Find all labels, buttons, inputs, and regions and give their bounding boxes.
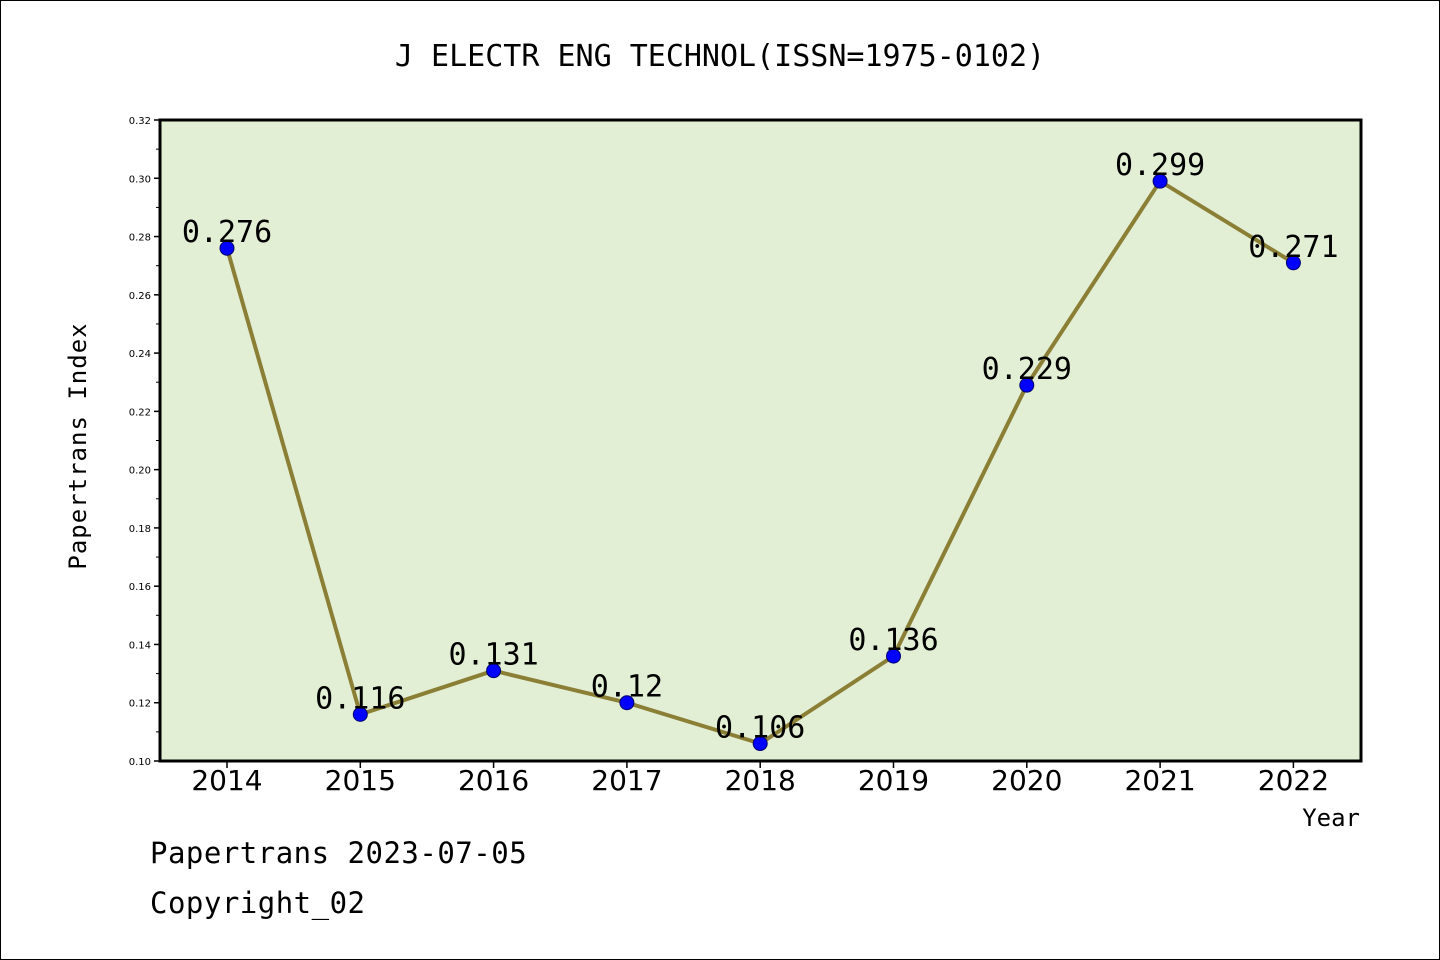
data-label: 0.131 bbox=[448, 638, 538, 673]
x-axis-label: Year bbox=[1302, 804, 1360, 832]
footer-copyright: Copyright_02 bbox=[150, 886, 366, 920]
data-label: 0.229 bbox=[982, 352, 1072, 387]
x-tick-label: 2015 bbox=[325, 764, 396, 797]
data-label: 0.276 bbox=[182, 215, 272, 250]
x-tick-label: 2017 bbox=[591, 764, 662, 797]
y-tick-label: 0.30 bbox=[129, 174, 151, 185]
data-point bbox=[219, 240, 235, 256]
y-tick-label: 0.24 bbox=[129, 349, 151, 360]
data-point bbox=[1019, 377, 1035, 393]
y-tick-label: 0.22 bbox=[129, 407, 151, 418]
x-axis: 2014 2015 2016 2017 2018 2019 2020 2021 2022 bbox=[191, 761, 1329, 797]
data-label: 0.136 bbox=[848, 623, 938, 658]
y-tick-label: 0.10 bbox=[129, 757, 151, 768]
y-tick-label: 0.12 bbox=[129, 699, 151, 710]
y-tick-label: 0.28 bbox=[129, 233, 151, 244]
data-label: 0.299 bbox=[1115, 148, 1205, 183]
plot-area bbox=[158, 118, 1363, 763]
data-label: 0.106 bbox=[715, 711, 805, 746]
data-point bbox=[1285, 255, 1301, 271]
y-tick-label: 0.18 bbox=[129, 524, 151, 535]
x-tick-label: 2018 bbox=[725, 764, 796, 797]
data-point bbox=[619, 695, 635, 711]
y-tick-label: 0.26 bbox=[129, 291, 151, 302]
data-label: 0.116 bbox=[315, 681, 405, 716]
data-label: 0.271 bbox=[1248, 230, 1338, 265]
x-tick-label: 2019 bbox=[858, 764, 929, 797]
x-tick-label: 2020 bbox=[991, 764, 1062, 797]
y-tick-label: 0.14 bbox=[129, 640, 151, 651]
y-axis-label: Papertrans Index bbox=[64, 322, 92, 569]
y-tick-label: 0.32 bbox=[129, 116, 151, 127]
y-tick-label: 0.20 bbox=[129, 466, 151, 477]
data-point bbox=[352, 706, 368, 722]
data-point bbox=[486, 663, 502, 679]
x-tick-label: 2014 bbox=[191, 764, 262, 797]
x-tick-label: 2021 bbox=[1124, 764, 1195, 797]
data-label: 0.12 bbox=[591, 670, 663, 705]
x-tick-label: 2016 bbox=[458, 764, 529, 797]
y-tick-label: 0.16 bbox=[129, 582, 151, 593]
chart-title: J ELECTR ENG TECHNOL(ISSN=1975-0102) bbox=[395, 39, 1045, 74]
data-point bbox=[886, 648, 901, 664]
y-axis: 0.10 0.12 0.14 0.16 0.18 0.20 0.22 0.24 0.26 0.28… bbox=[129, 116, 160, 768]
footer-date: Papertrans 2023-07-05 bbox=[150, 836, 528, 870]
data-point bbox=[1152, 173, 1168, 189]
x-tick-label: 2022 bbox=[1258, 764, 1329, 797]
data-point bbox=[752, 736, 768, 752]
series-group: 0.276 0.116 0.131 0.12 0.106 0.136 0.229 0.299 0… bbox=[182, 148, 1339, 752]
